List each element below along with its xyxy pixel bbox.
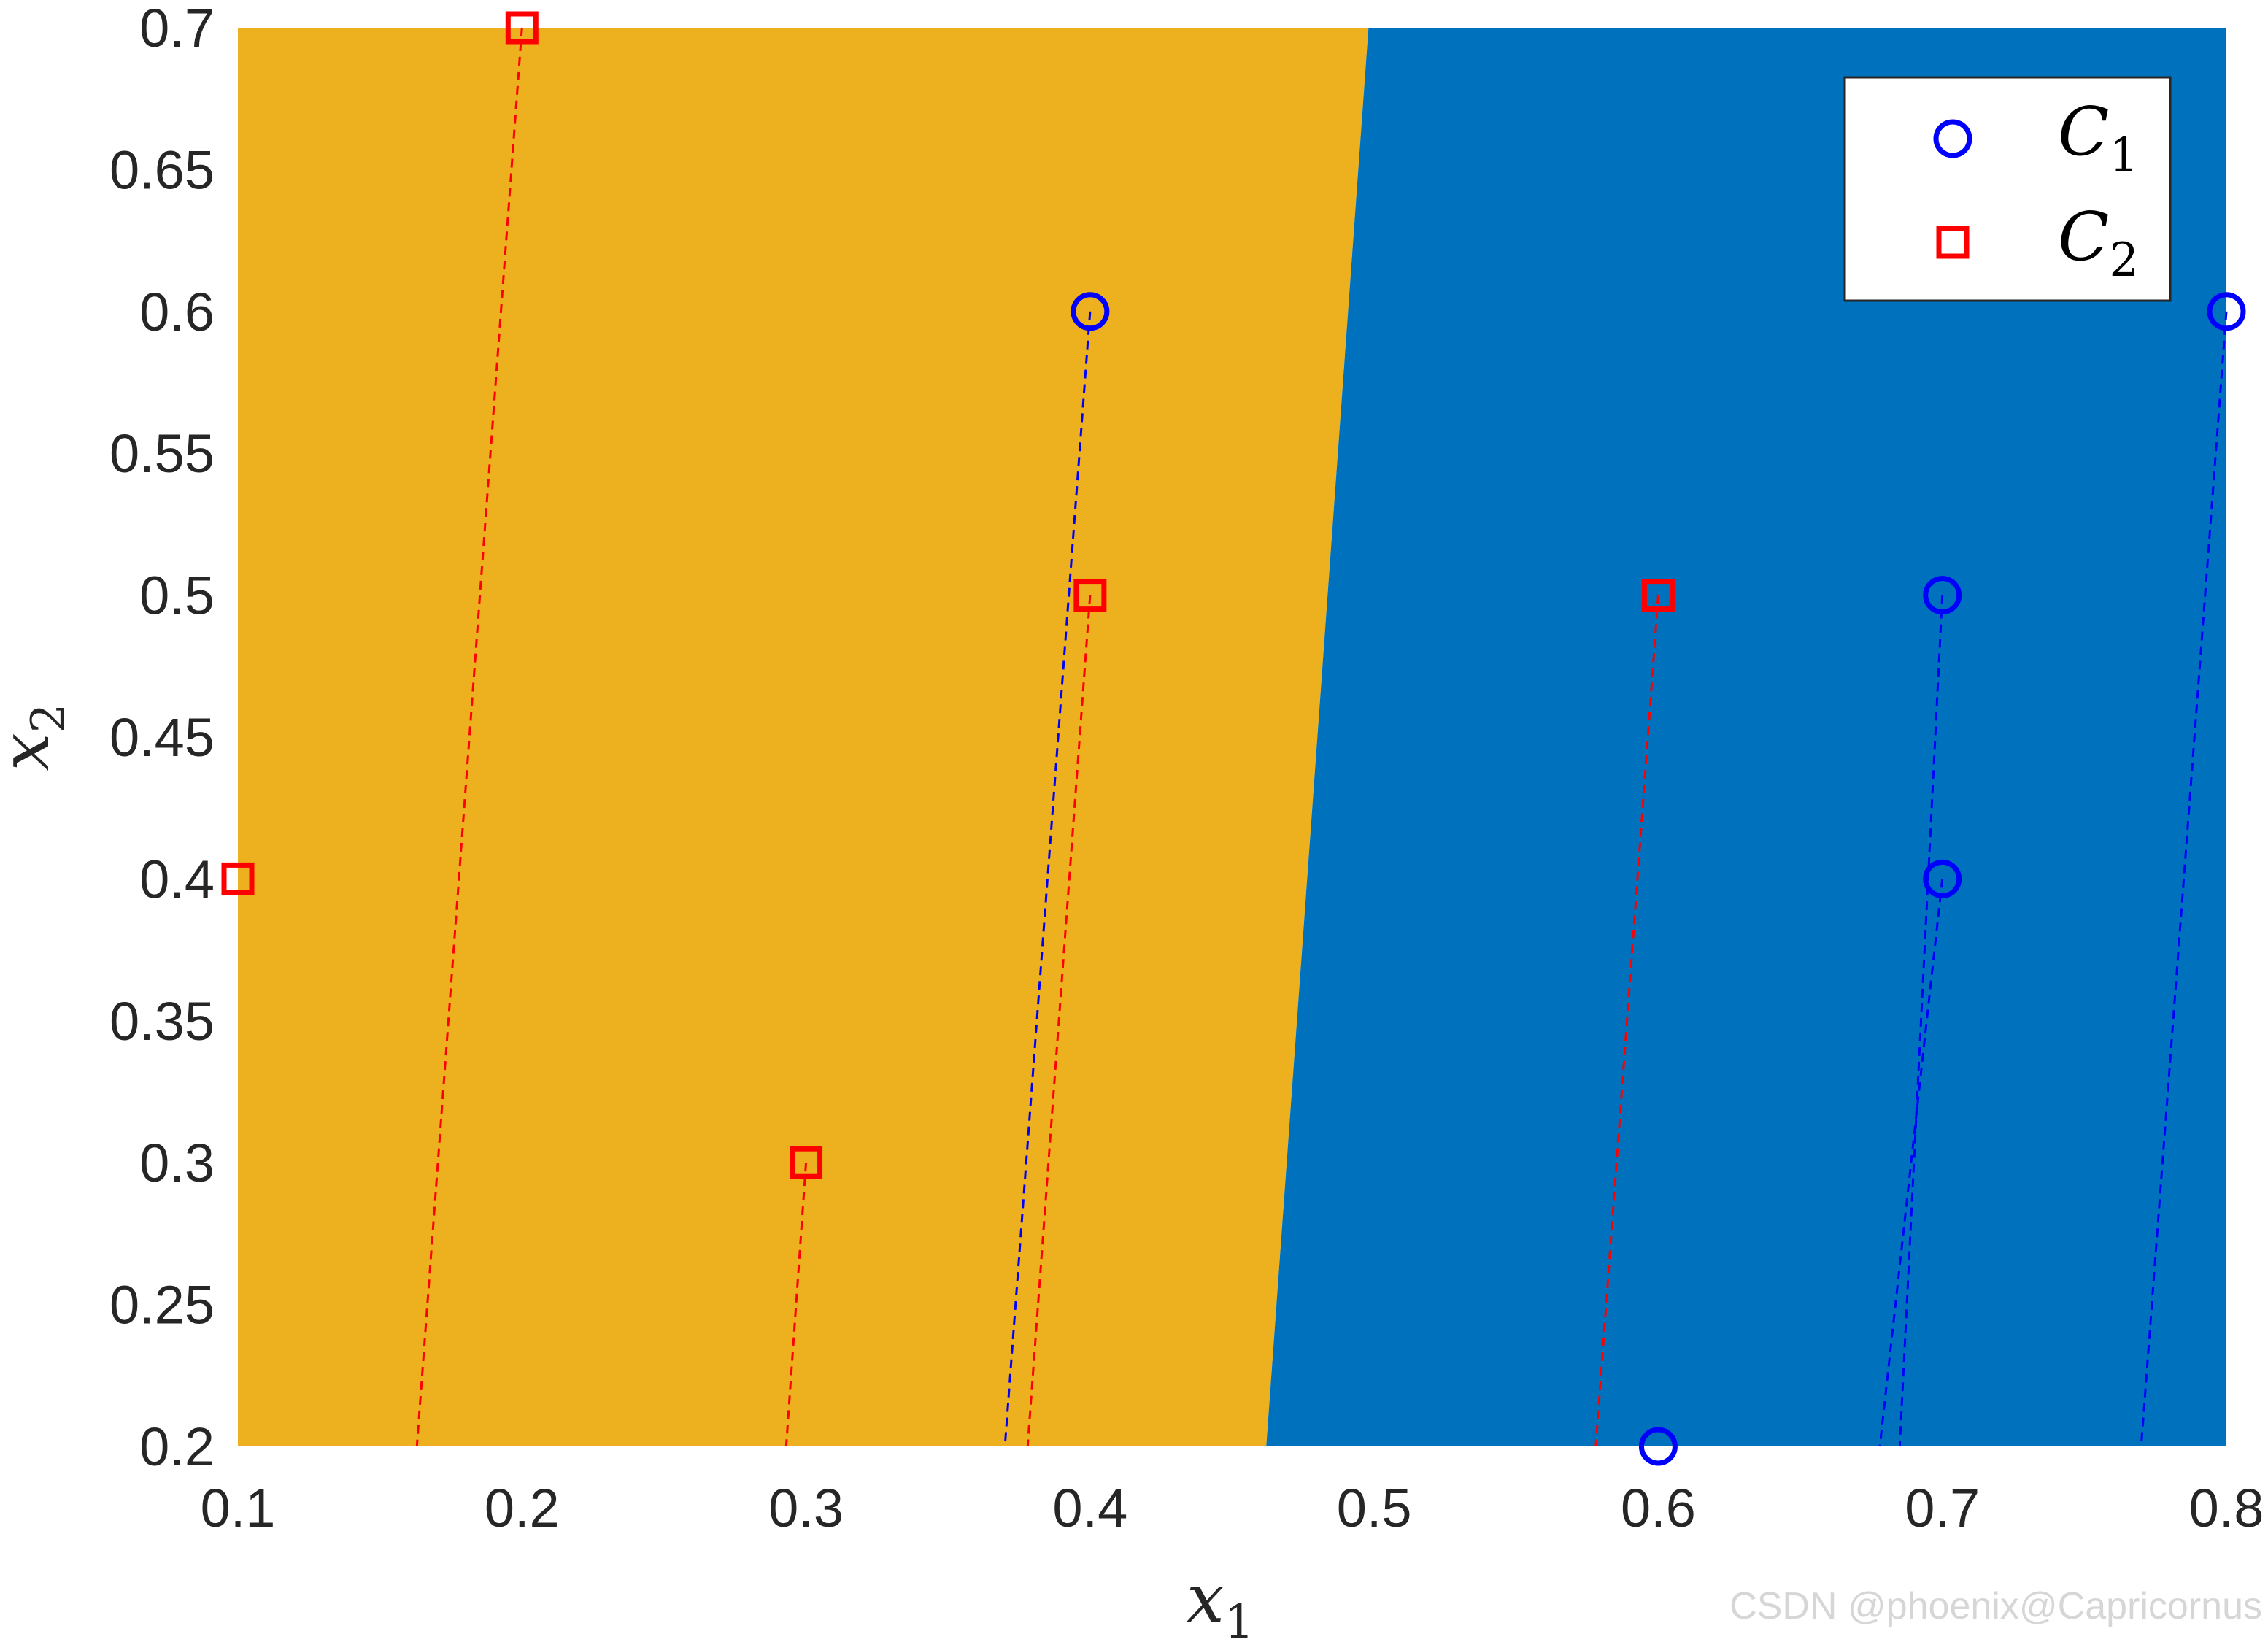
projection-line-circle-3	[1878, 879, 1944, 1447]
data-point-c1-2	[1923, 576, 1962, 615]
y-axis-label: x2	[0, 704, 76, 771]
data-point-c1-0	[1071, 292, 1110, 331]
legend-marker-c2	[1936, 226, 1970, 259]
projection-lines	[415, 27, 2228, 1447]
data-point-c2-2	[790, 1146, 823, 1179]
x-tick-label: 0.5	[1337, 1478, 1412, 1538]
region-class-1	[1266, 28, 2226, 1446]
region-class-2	[238, 28, 1369, 1446]
data-markers	[221, 11, 2246, 1466]
data-point-c1-4	[2207, 292, 2246, 331]
projection-line-square-2	[784, 1163, 808, 1447]
x-tick-label: 0.8	[2189, 1478, 2264, 1538]
legend-label-c2-base: C	[2058, 198, 2109, 276]
x-tick-label: 0.7	[1905, 1478, 1980, 1538]
y-tick-label: 0.35	[109, 991, 215, 1052]
y-tick-label: 0.45	[109, 707, 215, 768]
y-tick-label: 0.5	[139, 566, 215, 626]
x-tick-label: 0.6	[1621, 1478, 1696, 1538]
legend: C1 C2	[1843, 76, 2172, 302]
y-tick-label: 0.25	[109, 1275, 215, 1335]
legend-marker-c1	[1933, 119, 1972, 158]
projection-line-square-1	[415, 27, 523, 1447]
x-axis-ticks: 0.1 0.2 0.3 0.4 0.5 0.6 0.7 0.8	[201, 1478, 2264, 1538]
x-tick-label: 0.4	[1052, 1478, 1127, 1538]
data-point-c1-3	[1923, 859, 1962, 898]
y-tick-label: 0.3	[139, 1133, 215, 1193]
projection-line-circle-2	[1898, 595, 1944, 1447]
data-point-c2-0	[221, 862, 255, 895]
x-axis-label: x1	[1187, 1560, 1254, 1642]
y-tick-label: 0.65	[109, 139, 215, 200]
y-axis-label-sub: 2	[22, 704, 76, 733]
y-tick-label: 0.6	[139, 282, 215, 342]
y-tick-label: 0.4	[139, 849, 215, 909]
y-axis-ticks: 0.2 0.25 0.3 0.35 0.4 0.45 0.5 0.55 0.6 0.65 0.7	[109, 0, 215, 1477]
y-axis-label-base: x	[0, 733, 64, 771]
x-axis-label-sub: 1	[1224, 1595, 1254, 1642]
data-point-c2-1	[505, 11, 539, 45]
x-tick-label: 0.3	[768, 1478, 844, 1538]
projection-line-square-4	[1594, 595, 1659, 1447]
legend-label-c1-base: C	[2058, 93, 2109, 171]
legend-label-c1: C1	[2058, 93, 2139, 182]
projection-line-square-3	[1026, 595, 1092, 1447]
legend-label-c2: C2	[2058, 198, 2139, 288]
y-tick-label: 0.7	[139, 0, 215, 58]
x-axis-label-base: x	[1187, 1560, 1224, 1638]
data-point-c2-3	[1073, 579, 1107, 612]
x-tick-label: 0.1	[201, 1478, 276, 1538]
legend-box	[1843, 76, 2172, 302]
y-tick-label: 0.55	[109, 423, 215, 484]
y-tick-label: 0.2	[139, 1416, 215, 1477]
data-point-c2-4	[1641, 579, 1675, 612]
legend-label-c2-sub: 2	[2109, 234, 2139, 288]
watermark: CSDN @phoenix@Capricornus	[1729, 1585, 2262, 1627]
data-point-c1-1	[1638, 1427, 1678, 1466]
x-tick-label: 0.2	[485, 1478, 560, 1538]
legend-label-c1-sub: 1	[2109, 128, 2139, 182]
